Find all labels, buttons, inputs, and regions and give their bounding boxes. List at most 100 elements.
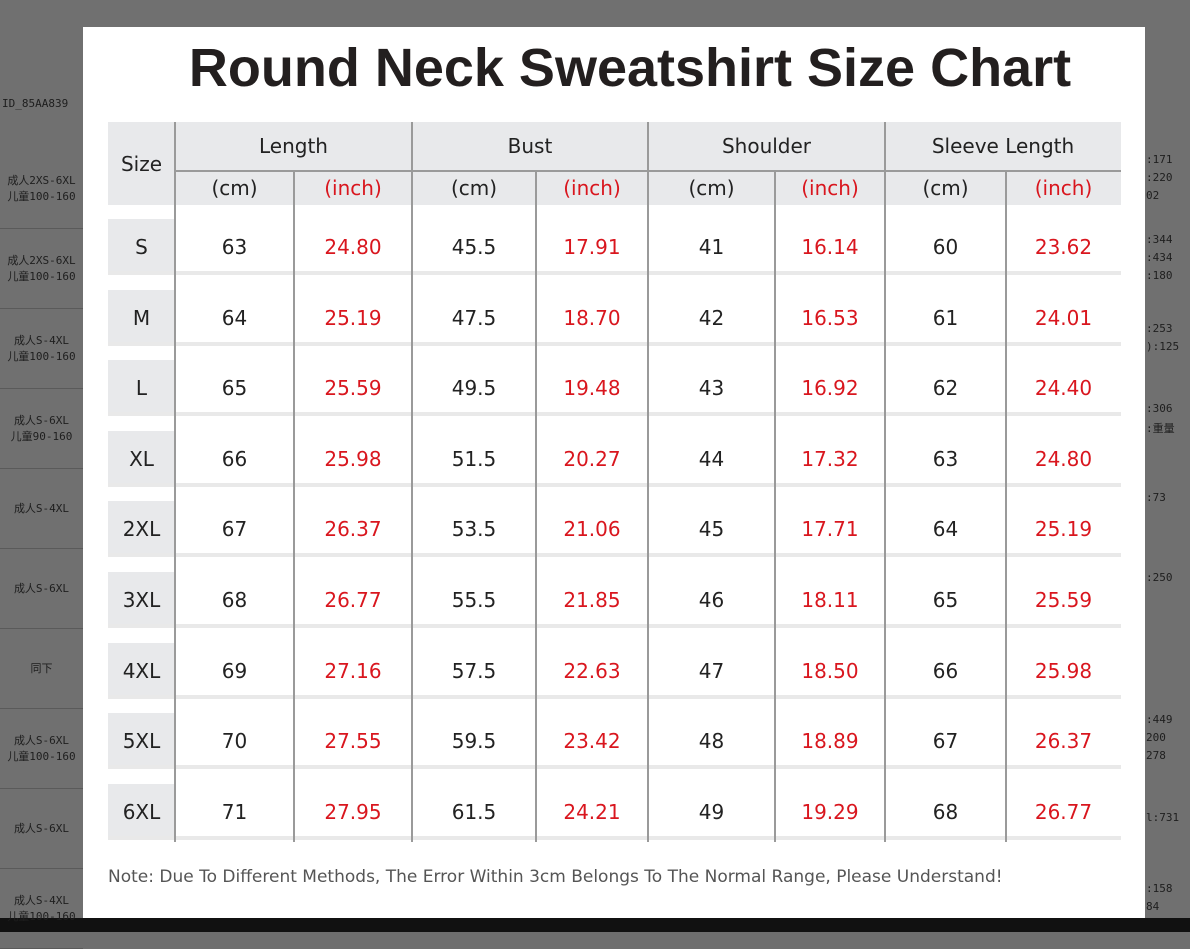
bg-cell-text: 成人S-6XL xyxy=(13,734,70,747)
value-cell: 17.91 xyxy=(563,235,621,259)
bg-row-line xyxy=(0,228,83,229)
bg-cell-text: :449 xyxy=(1146,713,1173,726)
size-cell-bg xyxy=(108,713,175,768)
value-cell: 26.77 xyxy=(1034,799,1093,824)
value-cell: 18.89 xyxy=(801,729,859,754)
bg-cell-text: :250 xyxy=(1146,571,1173,584)
value-cell: 25.59 xyxy=(324,376,382,401)
value-cell: 66 xyxy=(932,658,959,683)
row-separator xyxy=(108,482,1121,487)
value-cell: 17.71 xyxy=(801,517,859,542)
row-separator xyxy=(108,412,1121,417)
column-line xyxy=(174,122,176,842)
size-cell-bg xyxy=(108,572,175,626)
bg-cell-text: :171 xyxy=(1146,153,1173,166)
bg-cell-text: ):125 xyxy=(1146,340,1180,353)
value-cell: 63 xyxy=(221,235,248,259)
bg-cell-text: 儿童100-160 xyxy=(7,750,76,763)
size-cell: 3XL xyxy=(122,588,161,612)
row-separator xyxy=(108,624,1121,628)
bg-cell-text: 成人S-6XL xyxy=(13,582,70,595)
value-cell: 43 xyxy=(698,376,725,401)
unit-header: (cm) xyxy=(211,175,258,200)
size-cell: M xyxy=(132,305,151,330)
value-cell: 25.98 xyxy=(1034,658,1093,683)
value-cell: 24.01 xyxy=(1034,305,1093,330)
row-separator xyxy=(108,765,1121,770)
value-cell: 53.5 xyxy=(451,517,497,542)
value-cell: 47.5 xyxy=(451,305,497,330)
size-cell: 5XL xyxy=(122,729,161,754)
bg-cell-text: :158 xyxy=(1146,882,1173,895)
bg-cell-text: 成人2XS-6XL xyxy=(7,174,76,187)
size-cell: 6XL xyxy=(122,799,161,824)
size-cell-bg xyxy=(108,783,175,838)
unit-header: (cm) xyxy=(450,175,498,200)
value-cell: 16.14 xyxy=(801,235,859,259)
value-cell: 42 xyxy=(698,305,725,330)
value-cell: 21.85 xyxy=(563,588,621,612)
header-bg xyxy=(108,122,1121,205)
unit-header: (inch) xyxy=(1034,175,1093,200)
value-cell: 70 xyxy=(221,729,248,754)
bg-cell-text: 02 xyxy=(1146,189,1160,202)
value-cell: 66 xyxy=(221,446,248,471)
value-cell: 67 xyxy=(221,517,248,542)
bg-cell-text: :434 xyxy=(1146,251,1173,264)
value-cell: 27.16 xyxy=(324,658,382,683)
value-cell: 41 xyxy=(698,235,725,259)
row-separator xyxy=(108,553,1121,558)
value-cell: 45 xyxy=(698,517,725,542)
group-header: Bust xyxy=(507,134,553,158)
value-cell: 57.5 xyxy=(451,658,497,683)
bg-row-line xyxy=(0,788,83,789)
value-cell: 47 xyxy=(698,658,725,683)
bg-cell-text: l:731 xyxy=(1146,811,1180,824)
value-cell: 22.63 xyxy=(563,658,621,683)
size-cell-bg xyxy=(108,289,175,344)
size-cell-bg xyxy=(108,430,175,485)
value-cell: 60 xyxy=(932,235,959,259)
unit-header: (cm) xyxy=(922,175,969,200)
value-cell: 27.55 xyxy=(324,729,382,754)
bg-cell-text: :344 xyxy=(1146,233,1173,246)
bg-cell-text: 儿童100-160 xyxy=(7,270,76,283)
bg-cell-text: 成人S-4XL xyxy=(13,894,70,907)
value-cell: 46 xyxy=(698,588,725,612)
group-header: Sleeve Length xyxy=(931,134,1075,158)
column-line xyxy=(884,122,886,842)
value-cell: 24.40 xyxy=(1034,376,1093,401)
value-cell: 16.53 xyxy=(801,305,859,330)
bg-cell-text: 84 xyxy=(1146,900,1160,913)
value-cell: 69 xyxy=(221,658,248,683)
value-cell: 65 xyxy=(221,376,248,401)
value-cell: 25.59 xyxy=(1034,588,1093,612)
column-line xyxy=(535,170,537,842)
bg-cell-text: :180 xyxy=(1146,269,1173,282)
value-cell: 25.19 xyxy=(324,305,382,330)
bg-cell-text: 儿童100-160 xyxy=(7,910,76,923)
value-cell: 59.5 xyxy=(451,729,497,754)
bg-row-line xyxy=(0,868,83,869)
bg-row-line xyxy=(0,628,83,629)
bg-cell-text: :重量 xyxy=(1146,422,1175,435)
value-cell: 17.32 xyxy=(801,446,859,471)
bg-cell-text: 儿童90-160 xyxy=(10,430,73,443)
value-cell: 64 xyxy=(932,517,959,542)
value-cell: 26.37 xyxy=(1034,729,1093,754)
value-cell: 16.92 xyxy=(801,376,859,401)
size-header: Size xyxy=(120,151,163,176)
bg-cell-text: 278 xyxy=(1146,749,1166,762)
value-cell: 19.48 xyxy=(563,376,621,401)
value-cell: 61 xyxy=(932,305,959,330)
value-cell: 65 xyxy=(932,588,959,612)
bg-cell-text: 同下 xyxy=(30,662,53,675)
value-cell: 62 xyxy=(932,376,959,401)
value-cell: 49.5 xyxy=(451,376,497,401)
bg-cell-text: :306 xyxy=(1146,402,1173,415)
bg-row-line xyxy=(0,308,83,309)
bg-cell-text: 成人S-4XL xyxy=(13,502,70,515)
value-cell: 18.11 xyxy=(801,588,859,612)
group-header: Length xyxy=(259,134,328,158)
value-cell: 49 xyxy=(698,799,725,824)
